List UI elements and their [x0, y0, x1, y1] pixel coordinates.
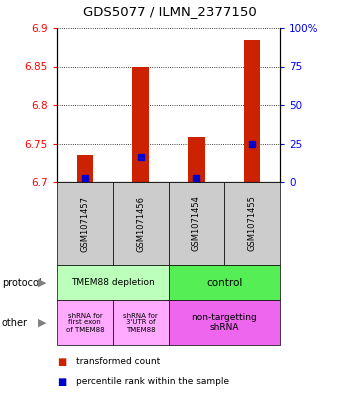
Text: TMEM88 depletion: TMEM88 depletion: [71, 278, 155, 287]
Text: ▶: ▶: [38, 277, 47, 288]
Text: other: other: [2, 318, 28, 327]
Bar: [188, 137, 205, 182]
Text: control: control: [206, 277, 242, 288]
Text: shRNA for
first exon
of TMEM88: shRNA for first exon of TMEM88: [66, 312, 104, 332]
Text: GSM1071454: GSM1071454: [192, 196, 201, 252]
Bar: [244, 40, 260, 182]
Text: GSM1071455: GSM1071455: [248, 196, 257, 252]
Text: protocol: protocol: [2, 277, 41, 288]
Text: ▶: ▶: [38, 318, 47, 327]
Text: ■: ■: [57, 356, 66, 367]
Text: non-targetting
shRNA: non-targetting shRNA: [191, 313, 257, 332]
Text: GSM1071456: GSM1071456: [136, 195, 145, 252]
Bar: [76, 155, 93, 182]
Text: GSM1071457: GSM1071457: [80, 195, 89, 252]
Text: GDS5077 / ILMN_2377150: GDS5077 / ILMN_2377150: [83, 5, 257, 18]
Text: percentile rank within the sample: percentile rank within the sample: [76, 377, 229, 386]
Text: shRNA for
3'UTR of
TMEM88: shRNA for 3'UTR of TMEM88: [123, 312, 158, 332]
Bar: [132, 66, 149, 182]
Text: ■: ■: [57, 377, 66, 387]
Text: transformed count: transformed count: [76, 357, 160, 366]
